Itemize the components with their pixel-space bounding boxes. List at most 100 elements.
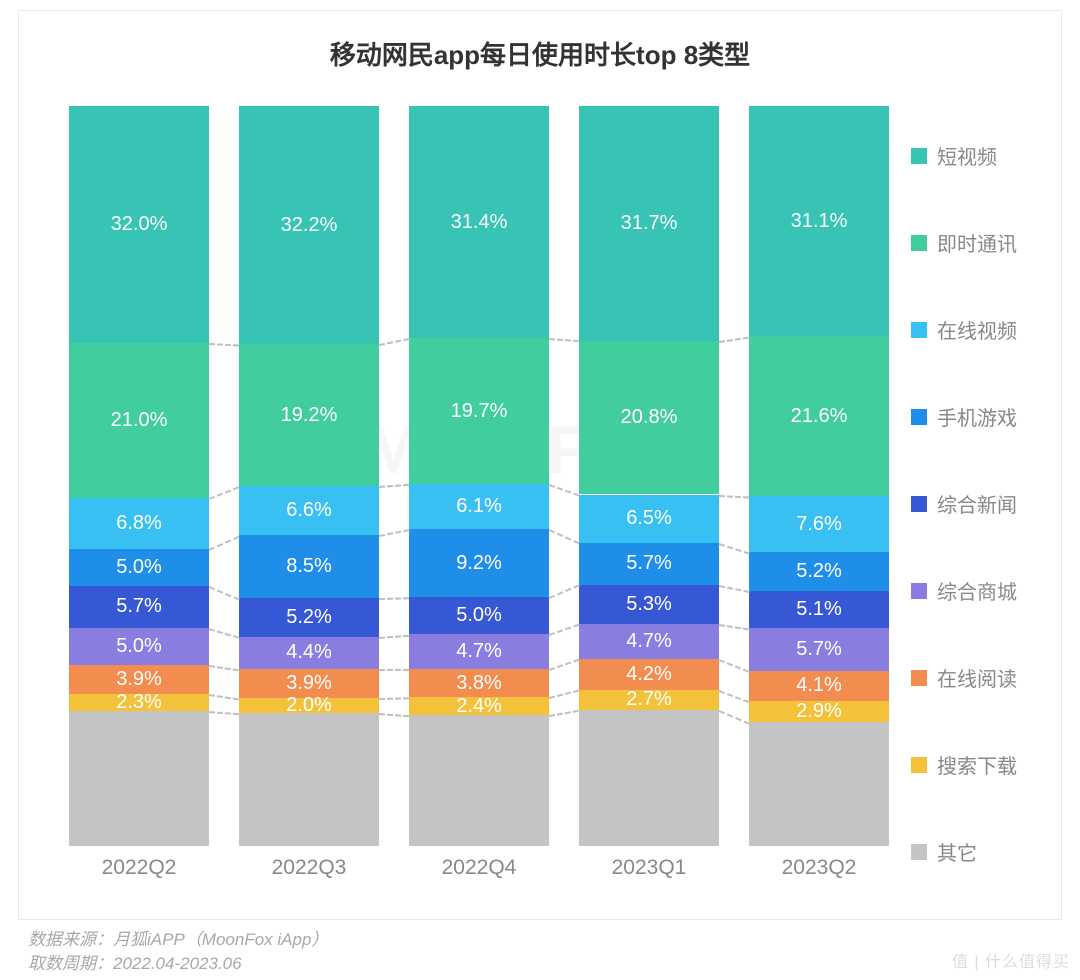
connector-line	[549, 710, 579, 717]
footer-source: 数据来源：月狐iAPP（MoonFox iApp） 取数周期：2022.04-2…	[28, 928, 328, 976]
legend-swatch	[911, 235, 927, 251]
bar-segment: 4.7%	[409, 634, 549, 669]
connector-line	[719, 690, 750, 703]
bar-segment: 5.0%	[69, 628, 209, 665]
connector-line	[719, 624, 749, 630]
bar-segment: 4.4%	[239, 637, 379, 670]
connector-line	[209, 628, 240, 639]
connector-line	[549, 624, 580, 636]
connector-line	[379, 669, 409, 671]
connector-line	[719, 336, 749, 342]
bar-segment: 21.0%	[69, 343, 209, 498]
connector-line	[719, 659, 750, 673]
footer-line-source: 数据来源：月狐iAPP（MoonFox iApp）	[28, 928, 328, 952]
connector-line	[379, 634, 409, 638]
bar-segment: 31.1%	[749, 106, 889, 336]
bar-segment: 2.9%	[749, 701, 889, 722]
legend-item: 综合新闻	[911, 489, 1041, 518]
bar-segment: 3.8%	[409, 669, 549, 697]
connector-line	[209, 665, 239, 671]
legend-swatch	[911, 496, 927, 512]
legend-label: 短视频	[937, 141, 997, 170]
x-axis-label: 2022Q4	[409, 856, 549, 880]
bar-segment: 4.7%	[579, 624, 719, 659]
connector-line	[549, 659, 580, 671]
legend-swatch	[911, 148, 927, 164]
legend-label: 其它	[937, 837, 977, 866]
legend-item: 手机游戏	[911, 402, 1041, 431]
bar-segment: 5.0%	[409, 597, 549, 634]
bar-segment: 31.7%	[579, 106, 719, 341]
connector-line	[209, 711, 239, 715]
legend-item: 综合商城	[911, 576, 1041, 605]
bar-segment: 4.2%	[579, 659, 719, 690]
legend-label: 即时通讯	[937, 228, 1017, 257]
bar-segment: 5.2%	[239, 598, 379, 636]
legend-item: 在线视频	[911, 315, 1041, 344]
connector-line	[379, 597, 409, 600]
bar-segment: 5.3%	[579, 585, 719, 624]
connector-line	[549, 484, 580, 496]
connector-line	[379, 697, 409, 700]
bar-segment: 5.7%	[749, 628, 889, 670]
legend-item: 搜索下载	[911, 750, 1041, 779]
legend-label: 在线阅读	[937, 663, 1017, 692]
bar-segment: 6.6%	[239, 486, 379, 535]
x-axis-label: 2022Q3	[239, 856, 379, 880]
bar-segment: 2.0%	[239, 698, 379, 713]
bar-segment	[409, 715, 549, 846]
footer-line-period: 取数周期：2022.04-2023.06	[28, 952, 328, 976]
connector-line	[379, 338, 409, 346]
connector-line	[209, 586, 240, 600]
bar-segment: 19.2%	[239, 344, 379, 486]
bar-segment: 6.1%	[409, 484, 549, 529]
x-axis-label: 2023Q2	[749, 856, 889, 880]
x-axis-label: 2023Q1	[579, 856, 719, 880]
legend-item: 即时通讯	[911, 228, 1041, 257]
bar-segment: 2.7%	[579, 690, 719, 710]
bar-segment: 6.5%	[579, 495, 719, 543]
bar-segment: 19.7%	[409, 338, 549, 484]
bar-segment: 5.7%	[69, 586, 209, 628]
bar-segment	[69, 711, 209, 846]
bar-segment	[749, 722, 889, 846]
legend-label: 综合商城	[937, 576, 1017, 605]
chart-card: 移动网民app每日使用时长top 8类型 MoonFox 32.0%21.0%6…	[18, 10, 1062, 920]
watermark-right: 值 | 什么值得买	[952, 948, 1070, 972]
connector-line	[379, 529, 409, 537]
legend-swatch	[911, 583, 927, 599]
legend-item: 短视频	[911, 141, 1041, 170]
bar-segment: 32.2%	[239, 106, 379, 344]
bar: 32.0%21.0%6.8%5.0%5.7%5.0%3.9%2.3%	[69, 106, 209, 846]
bar: 31.7%20.8%6.5%5.7%5.3%4.7%4.2%2.7%	[579, 106, 719, 846]
bar-segment: 2.4%	[409, 697, 549, 715]
connector-line	[209, 694, 239, 700]
connector-line	[719, 543, 750, 555]
connector-line	[549, 338, 579, 342]
bar-segment: 9.2%	[409, 529, 549, 597]
legend-label: 在线视频	[937, 315, 1017, 344]
bar-segment: 31.4%	[409, 106, 549, 338]
connector-line	[209, 535, 240, 550]
bar-segment: 6.8%	[69, 498, 209, 548]
connector-line	[719, 710, 750, 724]
bar-segment: 32.0%	[69, 106, 209, 343]
connector-line	[719, 585, 749, 593]
legend-swatch	[911, 670, 927, 686]
plot-area: 32.0%21.0%6.8%5.0%5.7%5.0%3.9%2.3%32.2%1…	[69, 106, 899, 846]
connector-line	[549, 690, 579, 699]
legend-swatch	[911, 757, 927, 773]
connector-line	[379, 713, 409, 717]
bar: 31.1%21.6%7.6%5.2%5.1%5.7%4.1%2.9%	[749, 106, 889, 846]
bar-segment: 3.9%	[69, 665, 209, 694]
connector-line	[549, 529, 580, 544]
bar-segment: 5.2%	[749, 552, 889, 590]
bar-segment: 2.3%	[69, 694, 209, 711]
legend-swatch	[911, 409, 927, 425]
bar-segment: 4.1%	[749, 671, 889, 701]
bar-segment	[579, 710, 719, 846]
connector-line	[379, 484, 409, 488]
bar-segment: 5.0%	[69, 549, 209, 586]
bar-segment	[239, 713, 379, 846]
connector-line	[549, 585, 580, 599]
